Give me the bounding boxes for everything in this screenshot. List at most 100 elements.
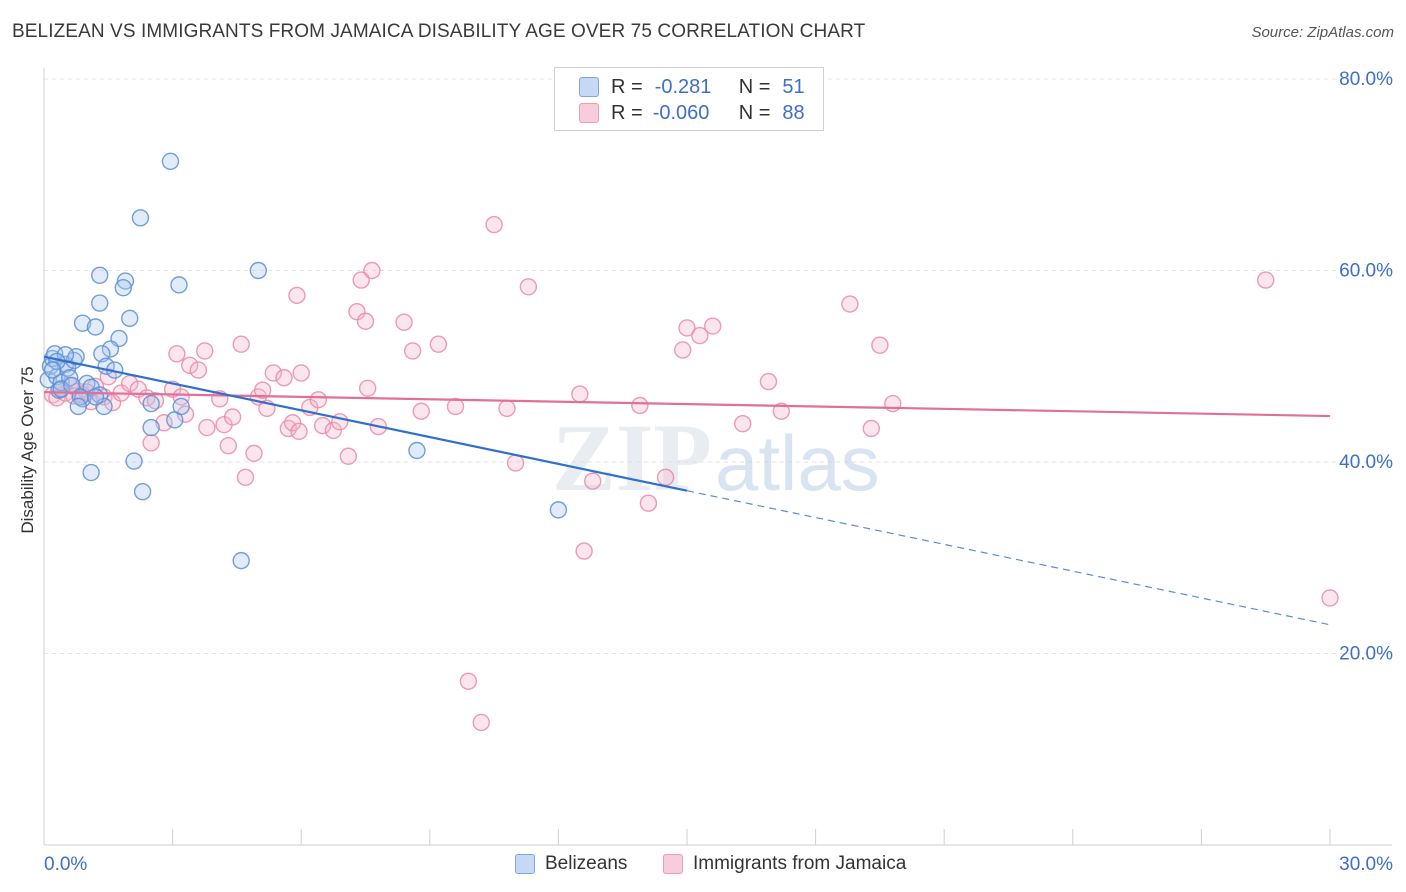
- jamaica-point: [155, 414, 173, 432]
- jamaica-point: [275, 369, 293, 387]
- jamaica-point: [841, 295, 859, 313]
- watermark-atlas: atlas: [715, 419, 880, 507]
- jamaica-point: [253, 381, 272, 399]
- x-tick-label: 30.0%: [1339, 854, 1393, 875]
- jamaica-point: [862, 419, 881, 438]
- r-label: R =: [611, 75, 643, 98]
- jamaica-point: [571, 385, 589, 403]
- jamaica-point: [1256, 271, 1275, 289]
- jamaica-point: [429, 335, 448, 353]
- n-value: 51: [782, 75, 805, 98]
- belizeans-point: [125, 452, 143, 470]
- jamaica-point: [631, 396, 649, 415]
- trend-lines: [43, 355, 1331, 626]
- n-label: N =: [738, 75, 771, 98]
- r-value: -0.281: [654, 75, 712, 98]
- jamaica-point: [236, 468, 255, 487]
- jamaica-point: [403, 342, 422, 360]
- jamaica-point: [412, 402, 430, 420]
- y-tick-label: 80.0%: [1339, 69, 1393, 90]
- belizeans-point: [43, 361, 62, 379]
- jamaica-point: [232, 335, 250, 353]
- y-axis-label: Disability Age Over 75: [18, 366, 37, 534]
- jamaica-point: [172, 388, 190, 406]
- jamaica-point: [1321, 589, 1339, 607]
- jamaica-point: [292, 364, 310, 382]
- jamaica-point: [142, 434, 160, 452]
- jamaica-point: [99, 368, 118, 386]
- belizeans-point: [69, 397, 87, 416]
- belizeans-point: [170, 276, 188, 294]
- belizeans-point: [142, 394, 160, 413]
- jamaica-point: [583, 472, 602, 490]
- y-tick-label: 40.0%: [1339, 452, 1393, 473]
- belizeans-point: [86, 318, 105, 336]
- x-tick-label: 0.0%: [44, 854, 87, 875]
- belizeans-trend-extension: [686, 490, 1331, 626]
- legend-label-belizeans: Belizeans: [545, 853, 628, 874]
- belizeans-point: [131, 209, 150, 227]
- r-label: R =: [611, 101, 643, 124]
- y-axis-label-wrap: Disability Age Over 75: [17, 250, 39, 650]
- jamaica-point: [446, 397, 465, 416]
- y-tick-label: 20.0%: [1339, 644, 1393, 665]
- chart-title: BELIZEAN VS IMMIGRANTS FROM JAMAICA DISA…: [12, 21, 866, 42]
- n-value: 88: [782, 101, 805, 124]
- jamaica-point: [498, 399, 516, 418]
- jamaica-point: [264, 364, 283, 382]
- belizeans-point: [101, 340, 120, 358]
- y-tick-label: 60.0%: [1339, 261, 1393, 282]
- belizeans-point: [116, 272, 135, 290]
- jamaica-trend-line: [43, 391, 1331, 418]
- jamaica-point: [506, 454, 525, 472]
- jamaica-point: [485, 215, 503, 234]
- legend-label-jamaica: Immigrants from Jamaica: [693, 853, 907, 874]
- legend-item-belizeans: Belizeans: [515, 850, 627, 878]
- n-label: N =: [738, 101, 771, 124]
- jamaica-point: [363, 261, 381, 280]
- jamaica-point: [871, 336, 889, 354]
- jamaica-point: [395, 313, 413, 331]
- belizeans-point: [249, 261, 268, 280]
- jamaica-point: [674, 341, 692, 359]
- belizeans-point: [232, 551, 250, 570]
- tick-labels: 20.0% 40.0% 60.0% 80.0% 0.0% 30.0%: [44, 69, 1393, 875]
- stats-row-jamaica: R = -0.060 N = 88: [579, 101, 805, 125]
- jamaica-point: [358, 379, 377, 397]
- axes: [43, 68, 1392, 846]
- belizeans-point: [67, 347, 85, 366]
- jamaica-point: [309, 391, 328, 409]
- jamaica-point: [656, 468, 675, 487]
- watermark-zip: ZIP: [552, 404, 712, 511]
- jamaica-point: [348, 302, 366, 321]
- belizeans-point: [91, 294, 109, 312]
- jamaica-point: [283, 414, 302, 432]
- jamaica-point: [245, 444, 263, 463]
- series-belizeans-points: [39, 152, 568, 570]
- stats-legend: R = -0.281 N = 51 R = -0.060 N = 88: [554, 67, 824, 131]
- belizeans-point: [114, 279, 133, 297]
- jamaica-point: [181, 356, 199, 374]
- jamaica-point: [324, 421, 343, 440]
- jamaica-point: [168, 345, 186, 363]
- jamaica-point: [678, 319, 696, 337]
- grid-lines: [44, 78, 1392, 654]
- jamaica-point: [472, 713, 490, 732]
- jamaica-point: [691, 326, 709, 345]
- legend-swatch-pink: [663, 854, 683, 874]
- jamaica-point: [198, 418, 216, 437]
- jamaica-point: [459, 672, 478, 690]
- jamaica-point: [189, 361, 208, 379]
- jamaica-point: [519, 278, 538, 296]
- jamaica-point: [223, 408, 242, 426]
- jamaica-point: [759, 372, 778, 391]
- belizeans-point: [142, 418, 160, 437]
- swatch-pink: [579, 103, 599, 123]
- stats-row-belizeans: R = -0.281 N = 51: [579, 75, 805, 99]
- belizeans-point: [161, 152, 180, 171]
- jamaica-point: [313, 416, 332, 435]
- belizeans-point: [121, 309, 139, 328]
- source-credit: Source: ZipAtlas.com: [1251, 24, 1394, 41]
- jamaica-point: [772, 402, 791, 420]
